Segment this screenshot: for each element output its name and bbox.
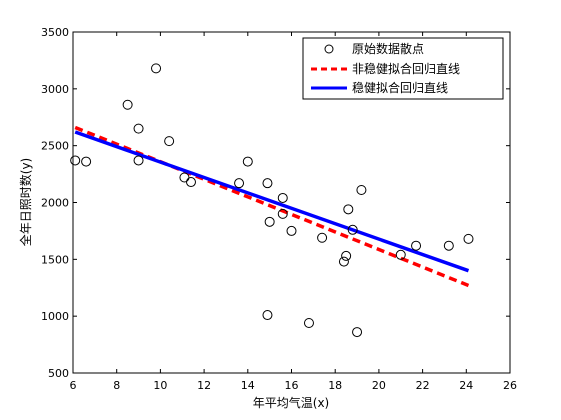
y-tick-label: 3500: [41, 26, 69, 39]
data-point: [352, 327, 363, 338]
data-point: [264, 216, 275, 227]
data-point: [463, 233, 474, 244]
data-point: [234, 178, 245, 189]
data-point: [341, 250, 352, 261]
legend-label-nonrobust: 非稳健拟合回归直线: [352, 61, 460, 76]
robust-fit-line: [74, 130, 470, 273]
x-axis-label: 年平均气温(x): [253, 395, 329, 410]
x-tick-label: 20: [372, 379, 386, 392]
x-tick-label: 6: [70, 379, 77, 392]
legend-label-scatter: 原始数据散点: [352, 41, 424, 56]
data-point: [242, 156, 253, 167]
data-point: [262, 310, 273, 321]
data-point: [122, 99, 133, 110]
y-tick-label: 500: [48, 367, 69, 380]
axis-ticks: 6 8 10 12 14 16 18 20 22 24 26 500 1000 1500 2000 2500 3…: [41, 26, 517, 392]
data-point: [262, 178, 273, 189]
data-point: [286, 225, 297, 236]
x-tick-label: 18: [328, 379, 342, 392]
data-point: [133, 123, 144, 134]
data-point: [277, 192, 288, 203]
data-point: [151, 63, 162, 74]
data-point: [185, 177, 196, 188]
data-point: [343, 204, 354, 215]
legend-label-robust: 稳健拟合回归直线: [352, 80, 448, 95]
data-point: [443, 240, 454, 251]
series-layer: [70, 63, 474, 338]
y-tick-label: 2500: [41, 140, 69, 153]
x-tick-label: 10: [153, 379, 167, 392]
x-tick-label: 22: [416, 379, 430, 392]
y-tick-label: 2000: [41, 197, 69, 210]
data-point: [411, 240, 422, 251]
x-tick-label: 8: [113, 379, 120, 392]
data-point: [303, 317, 314, 328]
x-tick-label: 26: [503, 379, 517, 392]
x-tick-label: 24: [459, 379, 473, 392]
y-tick-label: 1500: [41, 253, 69, 266]
y-tick-label: 1000: [41, 310, 69, 323]
data-point: [81, 156, 92, 167]
x-tick-label: 16: [285, 379, 299, 392]
data-point: [395, 249, 406, 260]
data-point: [277, 208, 288, 219]
x-tick-label: 14: [241, 379, 255, 392]
data-point: [133, 155, 144, 166]
y-axis-label: 全年日照时数(y): [18, 158, 33, 246]
data-point: [338, 256, 349, 267]
data-point: [317, 232, 328, 243]
y-tick-label: 3000: [41, 83, 69, 96]
data-point: [70, 155, 81, 166]
x-tick-label: 12: [197, 379, 211, 392]
legend: 原始数据散点 非稳健拟合回归直线 稳健拟合回归直线: [302, 37, 504, 100]
data-point: [356, 184, 367, 195]
data-point: [164, 136, 175, 147]
legend-marker-scatter: [324, 44, 334, 54]
data-point: [347, 224, 358, 235]
